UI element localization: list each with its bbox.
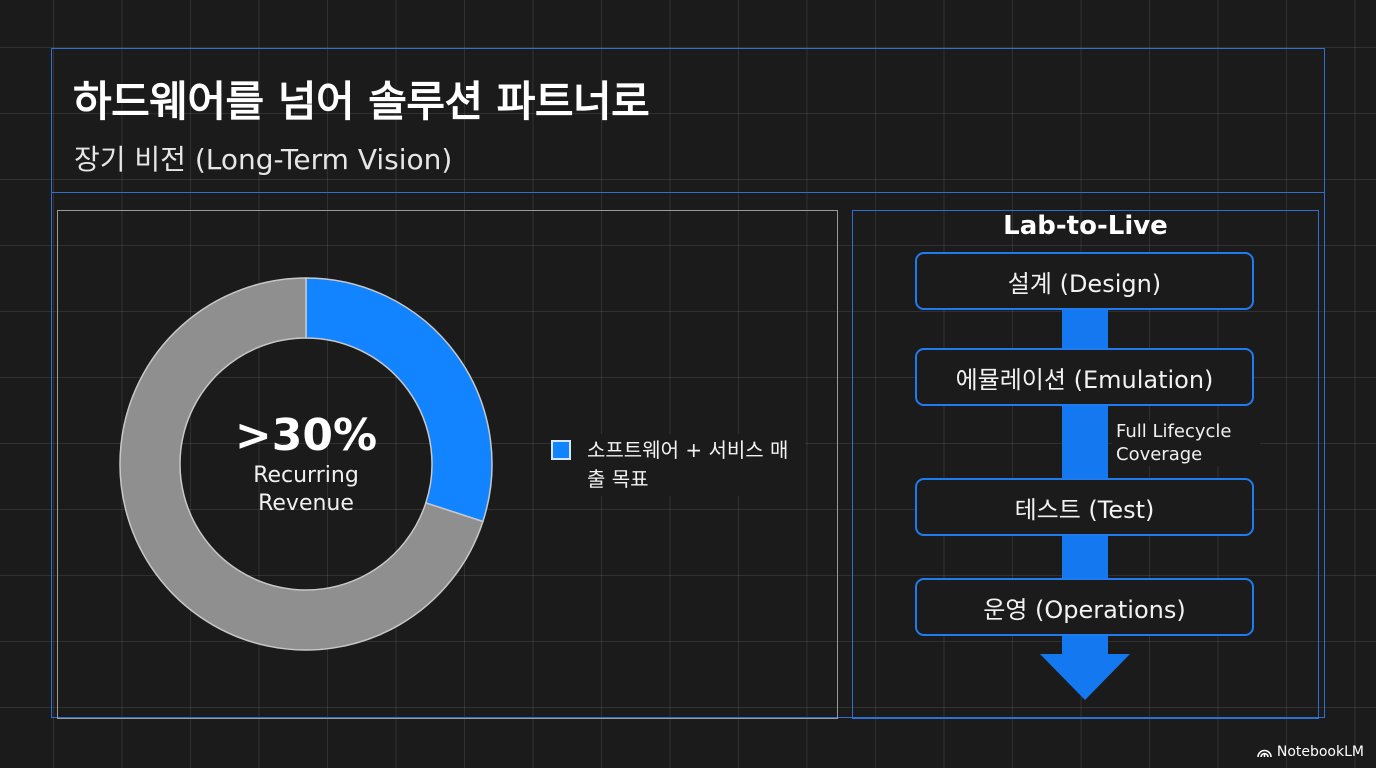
step-test: 테스트 (Test) — [915, 478, 1254, 536]
brand-name: NotebookLM — [1276, 744, 1364, 760]
brand-watermark: NotebookLM — [1257, 744, 1364, 760]
donut-chart — [119, 277, 493, 651]
donut-center-value: >30% — [234, 410, 378, 461]
step-operations: 운영 (Operations) — [915, 578, 1254, 636]
step-emulation: 에뮬레이션 (Emulation) — [915, 348, 1254, 406]
step-label: 운영 (Operations) — [983, 595, 1186, 624]
step-design: 설계 (Design) — [915, 252, 1254, 310]
slide-frame — [51, 48, 1325, 718]
donut-slice-software-services — [305, 277, 493, 523]
flow-arrow-down-icon — [1040, 654, 1130, 700]
donut-center: >30% Recurring Revenue — [206, 410, 406, 518]
slide-title: 하드웨어를 넘어 솔루션 파트너로 — [73, 77, 650, 126]
slide-subtitle: 장기 비전 (Long-Term Vision) — [74, 143, 453, 176]
chart-panel — [57, 210, 838, 719]
lifecycle-note: Full Lifecycle Coverage — [1112, 420, 1260, 466]
donut-center-caption: Recurring Revenue — [253, 463, 359, 516]
chart-legend: 소프트웨어 + 서비스 매출 목표 — [551, 434, 805, 496]
legend-label: 소프트웨어 + 서비스 매출 목표 — [587, 438, 789, 491]
step-label: 테스트 (Test) — [1014, 495, 1155, 524]
notebooklm-logo-icon — [1257, 749, 1272, 758]
legend-swatch — [551, 440, 571, 460]
lifecycle-title: Lab-to-Live — [1003, 211, 1168, 241]
donut-slices — [119, 277, 493, 651]
step-label: 에뮬레이션 (Emulation) — [955, 365, 1214, 394]
donut-slice-remainder — [119, 277, 484, 651]
step-label: 설계 (Design) — [1007, 269, 1162, 298]
lifecycle-panel — [852, 210, 1319, 719]
header-divider — [51, 192, 1325, 193]
